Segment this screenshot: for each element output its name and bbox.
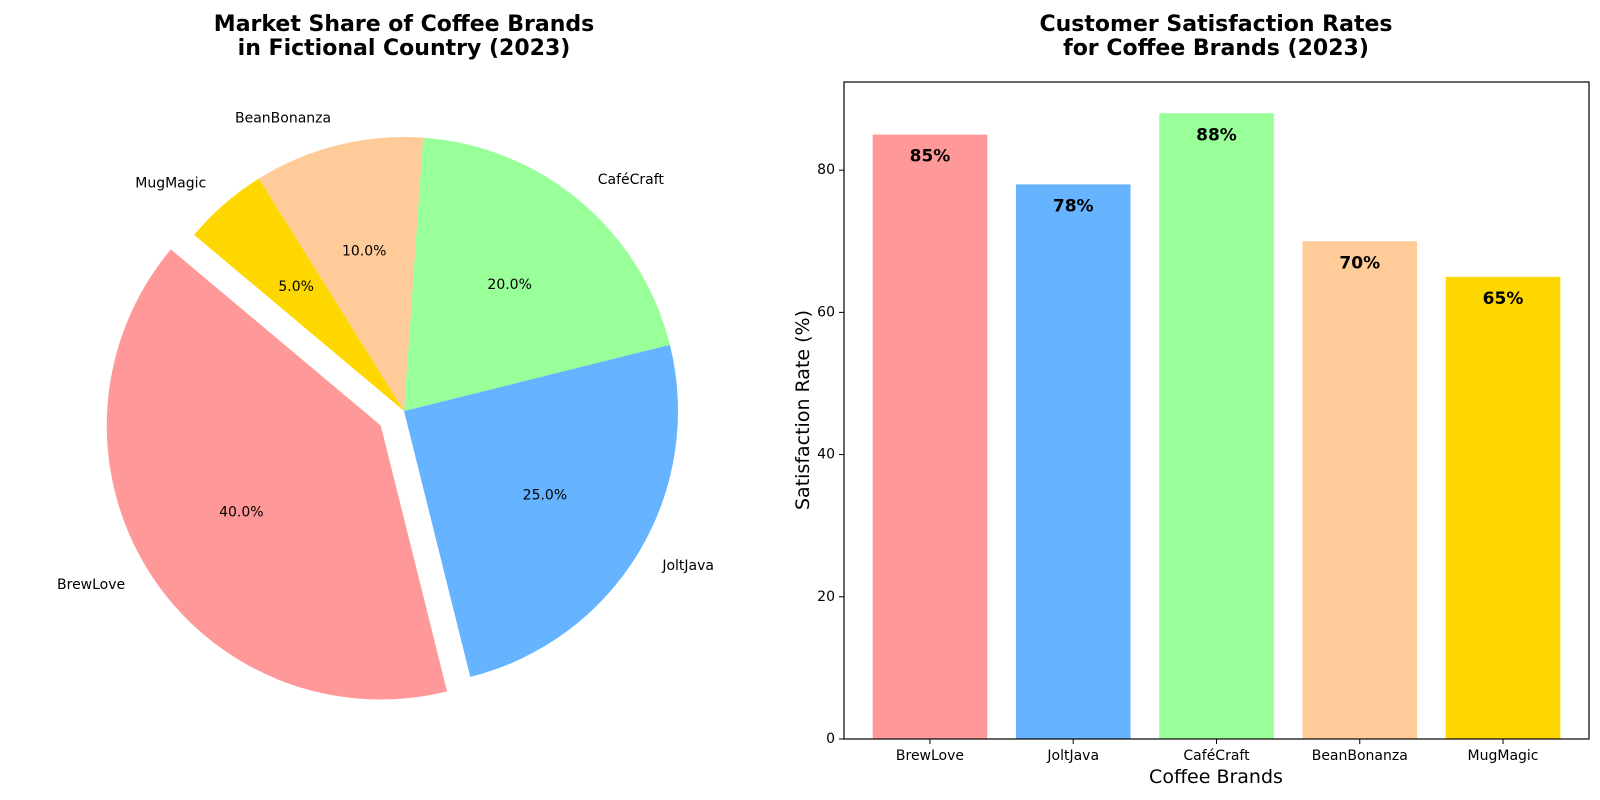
bar-cafecraft xyxy=(1159,113,1274,740)
bar-beanbonanza xyxy=(1302,241,1418,740)
bar-value-label-cafecraft: 88% xyxy=(1196,125,1237,145)
pie-label-brewlove: BrewLove xyxy=(57,577,125,593)
pie-label-joltjava: JoltJava xyxy=(661,558,714,574)
pie-chart: Market Share of Coffee Brands in Fiction… xyxy=(57,12,714,700)
x-tick-label-brewlove: BrewLove xyxy=(896,748,964,764)
pie-label-mugmagic: MugMagic xyxy=(135,176,206,192)
bar-title-line-2: for Coffee Brands (2023) xyxy=(1063,36,1369,61)
y-axis-label: Satisfaction Rate (%) xyxy=(792,310,814,510)
bar-joltjava xyxy=(1015,184,1131,739)
bar-value-label-joltjava: 78% xyxy=(1053,196,1094,216)
x-tick-label-cafecraft: CaféCraft xyxy=(1183,748,1250,764)
pie-label-cafecraft: CaféCraft xyxy=(598,172,665,188)
x-tick-label-beanbonanza: BeanBonanza xyxy=(1312,748,1408,764)
bar-mugmagic xyxy=(1445,276,1561,739)
pie-title-line-2: in Fictional Country (2023) xyxy=(238,36,571,61)
bar-chart: Customer Satisfaction Rates for Coffee B… xyxy=(792,12,1590,788)
bar-value-label-mugmagic: 65% xyxy=(1483,289,1524,309)
pie-pct-cafecraft: 20.0% xyxy=(487,277,531,293)
y-tick-label-20: 20 xyxy=(817,589,835,605)
pie-pct-brewlove: 40.0% xyxy=(219,505,263,521)
pie-pct-beanbonanza: 10.0% xyxy=(342,243,386,259)
pie-slice-cafecraft xyxy=(404,137,670,411)
y-tick-label-0: 0 xyxy=(826,731,835,747)
pie-pct-mugmagic: 5.0% xyxy=(278,279,314,295)
pie-slice-joltjava xyxy=(404,344,678,677)
bar-value-label-beanbonanza: 70% xyxy=(1339,253,1380,273)
pie-slice-beanbonanza xyxy=(258,137,424,411)
y-tick-label-40: 40 xyxy=(817,447,835,463)
y-tick-label-60: 60 xyxy=(817,304,835,320)
x-tick-label-joltjava: JoltJava xyxy=(1046,748,1099,764)
x-tick-label-mugmagic: MugMagic xyxy=(1468,748,1539,764)
pie-label-beanbonanza: BeanBonanza xyxy=(235,111,331,127)
bar-brewlove xyxy=(872,134,988,739)
pie-slice-brewlove xyxy=(106,249,448,700)
pie-title-line-1: Market Share of Coffee Brands xyxy=(214,12,594,37)
y-tick-label-80: 80 xyxy=(817,162,835,178)
bar-value-label-brewlove: 85% xyxy=(910,147,951,167)
bar-title-line-1: Customer Satisfaction Rates xyxy=(1040,12,1393,37)
x-axis-label: Coffee Brands xyxy=(1149,766,1283,788)
pie-pct-joltjava: 25.0% xyxy=(523,488,567,504)
pie-slice-mugmagic xyxy=(194,178,404,411)
